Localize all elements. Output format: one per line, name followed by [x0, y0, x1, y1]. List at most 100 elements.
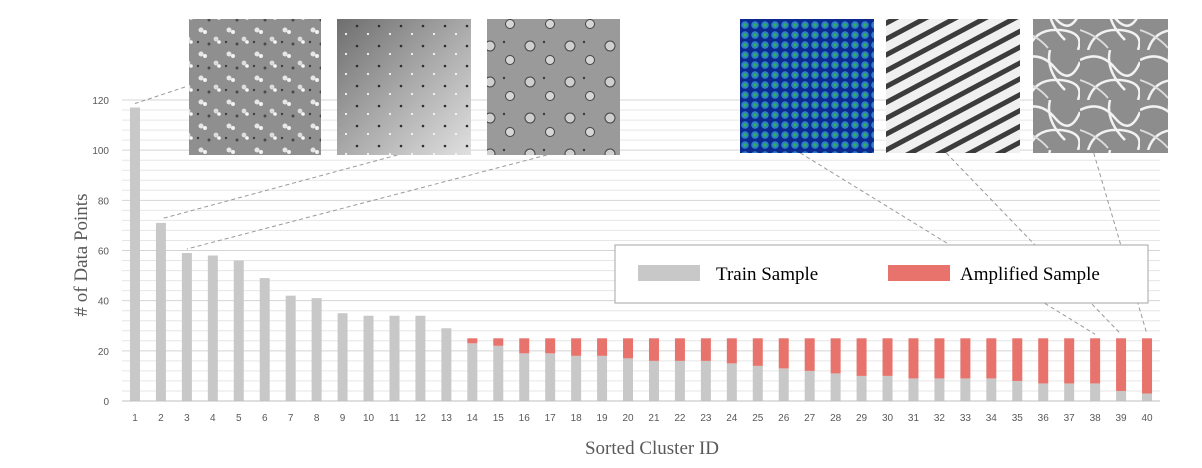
bar-train-7: [285, 295, 296, 401]
bar-amplified-35: [1012, 338, 1023, 381]
bar-amplified-36: [1038, 338, 1049, 384]
bar-train-36: [1038, 383, 1049, 401]
bar-train-9: [337, 313, 348, 401]
x-tick-label: 29: [856, 413, 868, 424]
bar-train-35: [1012, 380, 1023, 401]
thumb-cluster-1: [189, 19, 321, 155]
x-tick-label: 27: [804, 413, 816, 424]
bar-train-38: [1090, 383, 1101, 401]
bar-train-27: [804, 370, 815, 401]
bar-train-13: [441, 328, 452, 401]
bar-train-4: [207, 255, 218, 401]
x-tick-label: 10: [363, 413, 375, 424]
bar-amplified-33: [960, 338, 971, 379]
legend: Train Sample Amplified Sample: [614, 244, 1149, 304]
x-tick-label: 30: [882, 413, 894, 424]
x-tick-label: 4: [210, 413, 216, 424]
bar-train-34: [986, 378, 997, 401]
x-tick-label: 22: [674, 413, 686, 424]
x-tick-label: 13: [441, 413, 453, 424]
x-tick-label: 20: [622, 413, 634, 424]
bar-amplified-31: [908, 338, 919, 379]
bar-amplified-37: [1064, 338, 1075, 384]
thumbnail-leader-lines: [134, 86, 1148, 335]
x-tick-label: 1: [132, 413, 138, 424]
bar-amplified-28: [830, 338, 841, 374]
y-tick-label: 0: [103, 397, 109, 408]
bar-amplified-15: [493, 338, 504, 346]
bar-train-5: [233, 260, 244, 401]
bar-amplified-21: [648, 338, 659, 361]
leader-line-1: [134, 86, 186, 104]
y-tick-label: 120: [92, 96, 109, 107]
bar-amplified-26: [778, 338, 789, 369]
leader-line-2: [160, 154, 398, 220]
x-tick-label: 12: [415, 413, 427, 424]
bar-train-10: [363, 315, 374, 401]
x-tick-label: 40: [1141, 413, 1153, 424]
y-tick-labels: 0 20 40 60 80 100 120: [92, 96, 109, 408]
bar-amplified-19: [597, 338, 608, 356]
bar-train-37: [1064, 383, 1075, 401]
bar-amplified-39: [1116, 338, 1127, 391]
bar-amplified-18: [571, 338, 582, 356]
bar-train-26: [778, 368, 789, 401]
x-tick-label: 25: [752, 413, 764, 424]
thumb-cluster-3: [487, 19, 620, 155]
bars: [129, 107, 1153, 402]
bar-train-31: [908, 378, 919, 401]
bar-train-32: [934, 378, 945, 401]
x-tick-label: 6: [262, 413, 268, 424]
bar-train-2: [155, 222, 166, 401]
x-tick-label: 33: [960, 413, 972, 424]
x-tick-label: 36: [1038, 413, 1050, 424]
bar-train-16: [519, 353, 530, 401]
y-tick-label: 40: [98, 297, 110, 308]
bar-train-25: [752, 365, 763, 401]
bar-amplified-27: [804, 338, 815, 371]
bar-amplified-16: [519, 338, 530, 354]
x-tick-label: 24: [726, 413, 738, 424]
x-tick-label: 39: [1116, 413, 1128, 424]
x-tick-label: 31: [908, 413, 920, 424]
x-tick-label: 35: [1012, 413, 1024, 424]
x-axis-title: Sorted Cluster ID: [585, 438, 719, 459]
bar-train-20: [623, 358, 634, 401]
thumbnail-images: [189, 19, 1168, 155]
bar-train-17: [545, 353, 556, 401]
bar-amplified-22: [674, 338, 685, 361]
bar-amplified-29: [856, 338, 867, 376]
leader-line-3: [186, 154, 547, 250]
bar-train-14: [467, 343, 478, 401]
x-tick-label: 16: [519, 413, 531, 424]
x-tick-label: 7: [288, 413, 294, 424]
x-tick-label: 17: [545, 413, 557, 424]
bar-amplified-40: [1142, 338, 1153, 394]
bar-amplified-34: [986, 338, 997, 379]
bar-amplified-20: [623, 338, 634, 359]
bar-train-39: [1116, 390, 1127, 401]
bar-train-19: [597, 355, 608, 401]
legend-label-amplified: Amplified Sample: [960, 264, 1100, 285]
bar-train-1: [129, 107, 140, 402]
bar-amplified-25: [752, 338, 763, 366]
x-tick-label: 34: [986, 413, 998, 424]
bar-amplified-14: [467, 338, 478, 344]
x-tick-label: 2: [158, 413, 164, 424]
bar-amplified-17: [545, 338, 556, 354]
bar-train-12: [415, 315, 426, 401]
bar-train-15: [493, 345, 504, 401]
bar-amplified-32: [934, 338, 945, 379]
y-axis-title: # of Data Points: [71, 194, 92, 317]
leader-line-38: [800, 152, 1096, 335]
legend-box: [614, 244, 1149, 304]
y-tick-label: 20: [98, 347, 110, 358]
leader-line-40: [1093, 152, 1148, 335]
bar-train-30: [882, 375, 893, 401]
bar-amplified-23: [700, 338, 711, 361]
y-tick-label: 60: [98, 247, 110, 258]
x-tick-label: 26: [778, 413, 790, 424]
x-tick-label: 11: [389, 413, 400, 424]
bar-train-28: [830, 373, 841, 401]
